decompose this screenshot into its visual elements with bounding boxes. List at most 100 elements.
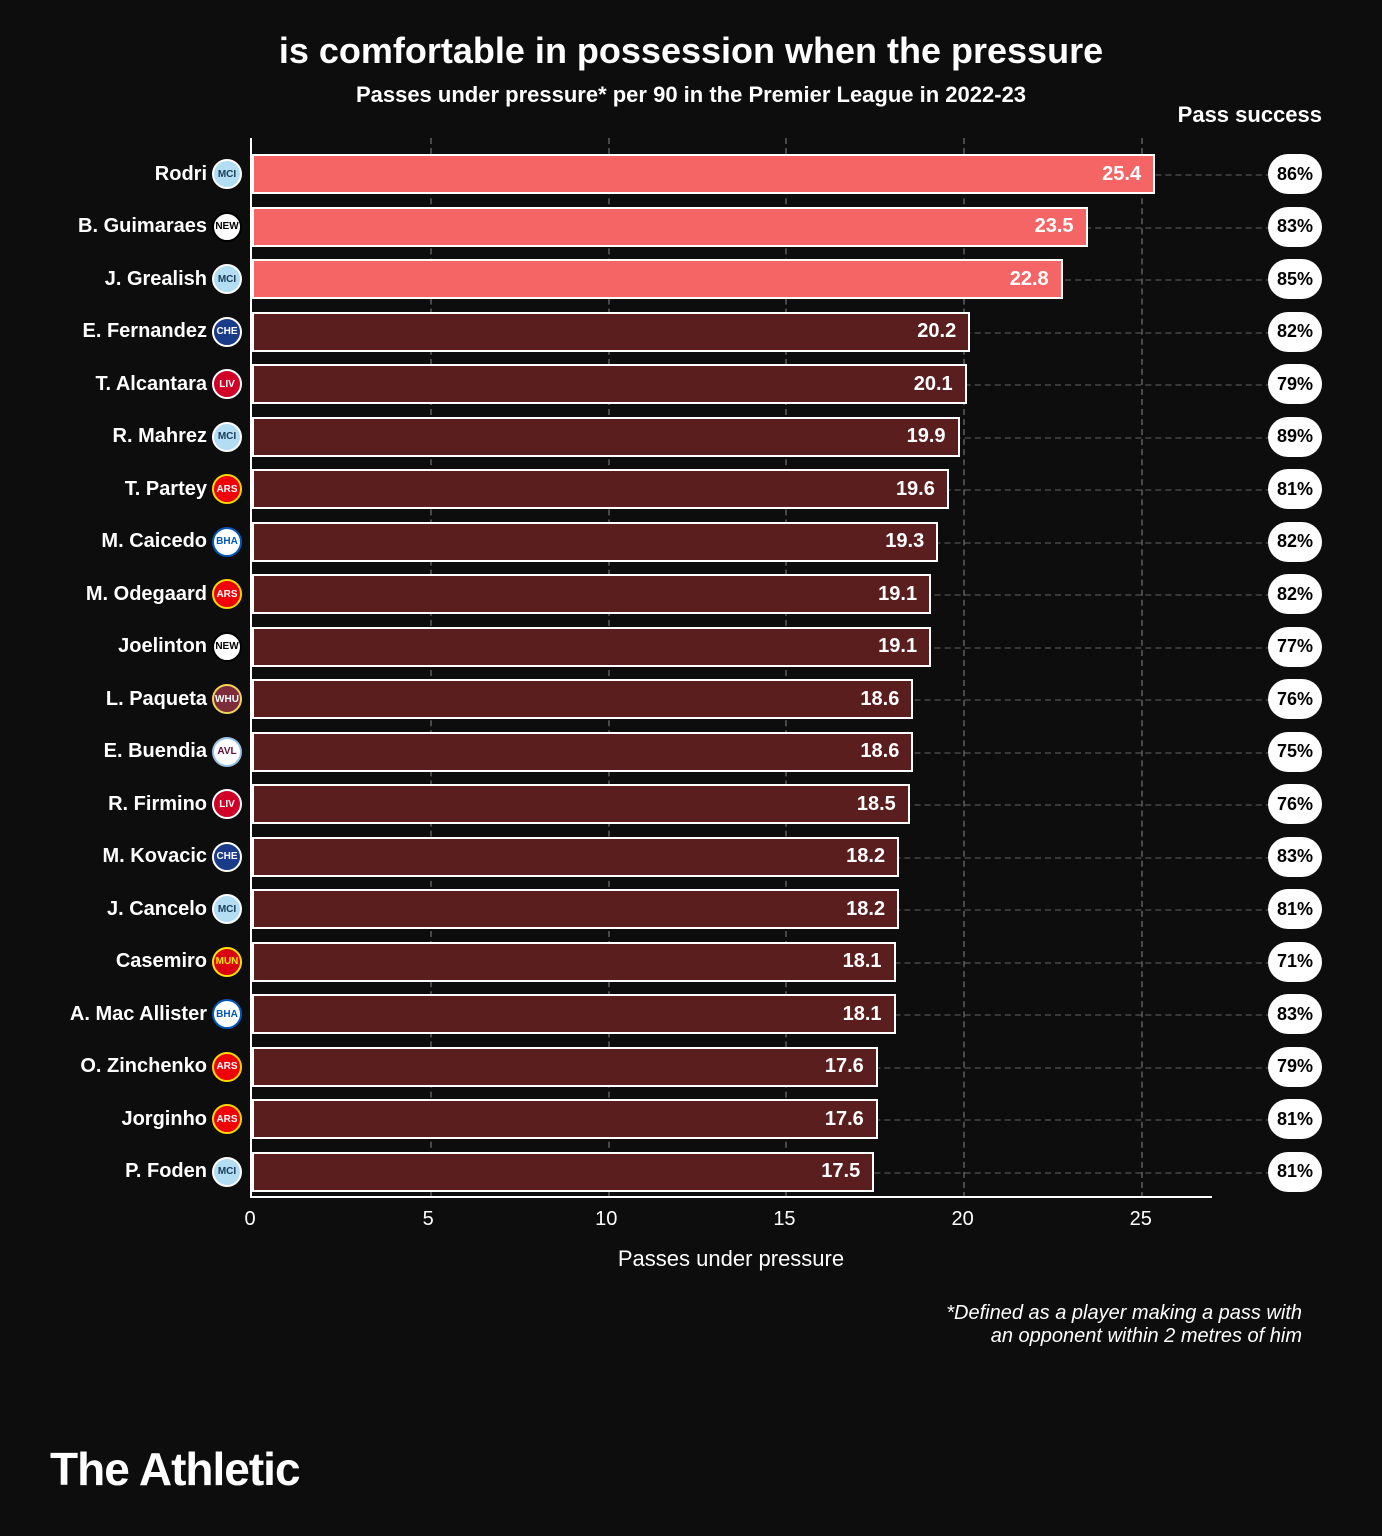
x-tick: 20 xyxy=(951,1208,973,1231)
player-name: Casemiro xyxy=(62,950,207,973)
player-row: M. OdegaardARS19.182% xyxy=(252,568,1212,621)
value-bar: 18.6 xyxy=(252,679,913,719)
player-row: P. FodenMCI17.581% xyxy=(252,1146,1212,1199)
player-name: O. Zinchenko xyxy=(62,1055,207,1078)
x-tick: 5 xyxy=(423,1208,434,1231)
pass-success-pill: 82% xyxy=(1268,574,1322,614)
value-bar: 19.1 xyxy=(252,627,931,667)
chart-area: Pass success RodriMCI25.486%B. Guimaraes… xyxy=(250,138,1212,1238)
value-bar: 19.1 xyxy=(252,574,931,614)
x-tick: 0 xyxy=(244,1208,255,1231)
player-name: M. Caicedo xyxy=(62,530,207,553)
player-name: Jorginho xyxy=(62,1108,207,1131)
team-badge-icon: ARS xyxy=(212,474,242,504)
pass-success-pill: 83% xyxy=(1268,837,1322,877)
value-bar: 25.4 xyxy=(252,154,1155,194)
player-name: T. Partey xyxy=(62,478,207,501)
team-badge-icon: ARS xyxy=(212,1104,242,1134)
pass-success-pill: 82% xyxy=(1268,312,1322,352)
player-row: CasemiroMUN18.171% xyxy=(252,936,1212,989)
player-name: J. Cancelo xyxy=(62,898,207,921)
value-bar: 18.2 xyxy=(252,837,899,877)
player-name: L. Paqueta xyxy=(62,688,207,711)
player-name: T. Alcantara xyxy=(62,373,207,396)
team-badge-icon: NEW xyxy=(212,212,242,242)
player-row: J. GrealishMCI22.885% xyxy=(252,253,1212,306)
player-row: R. MahrezMCI19.989% xyxy=(252,411,1212,464)
team-badge-icon: ARS xyxy=(212,1052,242,1082)
value-bar: 18.1 xyxy=(252,994,896,1034)
value-bar: 20.2 xyxy=(252,312,970,352)
player-row: T. AlcantaraLIV20.179% xyxy=(252,358,1212,411)
team-badge-icon: MCI xyxy=(212,422,242,452)
team-badge-icon: LIV xyxy=(212,369,242,399)
team-badge-icon: CHE xyxy=(212,842,242,872)
value-bar: 18.6 xyxy=(252,732,913,772)
pass-success-pill: 75% xyxy=(1268,732,1322,772)
player-name: B. Guimaraes xyxy=(62,215,207,238)
pass-success-pill: 81% xyxy=(1268,1099,1322,1139)
team-badge-icon: AVL xyxy=(212,737,242,767)
player-row: B. GuimaraesNEW23.583% xyxy=(252,201,1212,254)
player-name: A. Mac Allister xyxy=(62,1003,207,1026)
value-bar: 23.5 xyxy=(252,207,1088,247)
pass-success-pill: 81% xyxy=(1268,889,1322,929)
chart-subtitle: Passes under pressure* per 90 in the Pre… xyxy=(60,82,1322,108)
player-row: T. ParteyARS19.681% xyxy=(252,463,1212,516)
player-row: A. Mac AllisterBHA18.183% xyxy=(252,988,1212,1041)
player-name: R. Firmino xyxy=(62,793,207,816)
value-bar: 18.2 xyxy=(252,889,899,929)
player-row: O. ZinchenkoARS17.679% xyxy=(252,1041,1212,1094)
footnote-line-1: *Defined as a player making a pass with xyxy=(60,1302,1302,1325)
brand-logo: The Athletic xyxy=(50,1442,300,1496)
pass-success-pill: 85% xyxy=(1268,259,1322,299)
pass-success-pill: 76% xyxy=(1268,784,1322,824)
pass-success-pill: 86% xyxy=(1268,154,1322,194)
team-badge-icon: MCI xyxy=(212,264,242,294)
x-axis-ticks: 0510152025 xyxy=(250,1198,1212,1238)
value-bar: 19.6 xyxy=(252,469,949,509)
player-name: J. Grealish xyxy=(62,268,207,291)
pass-success-pill: 82% xyxy=(1268,522,1322,562)
value-bar: 22.8 xyxy=(252,259,1063,299)
pass-success-header: Pass success xyxy=(1178,102,1322,128)
pass-success-pill: 81% xyxy=(1268,1152,1322,1192)
pass-success-pill: 83% xyxy=(1268,207,1322,247)
player-row: JorginhoARS17.681% xyxy=(252,1093,1212,1146)
pass-success-pill: 83% xyxy=(1268,994,1322,1034)
plot-area: RodriMCI25.486%B. GuimaraesNEW23.583%J. … xyxy=(250,138,1212,1198)
player-row: JoelintonNEW19.177% xyxy=(252,621,1212,674)
player-name: M. Odegaard xyxy=(62,583,207,606)
team-badge-icon: LIV xyxy=(212,789,242,819)
chart-title: is comfortable in possession when the pr… xyxy=(60,30,1322,72)
pass-success-pill: 79% xyxy=(1268,1047,1322,1087)
player-row: RodriMCI25.486% xyxy=(252,148,1212,201)
gridline xyxy=(1141,138,1143,1198)
value-bar: 17.6 xyxy=(252,1099,878,1139)
player-row: M. CaicedoBHA19.382% xyxy=(252,516,1212,569)
player-name: E. Fernandez xyxy=(62,320,207,343)
pass-success-pill: 76% xyxy=(1268,679,1322,719)
value-bar: 17.5 xyxy=(252,1152,874,1192)
x-axis-label: Passes under pressure xyxy=(250,1246,1212,1272)
x-tick: 10 xyxy=(595,1208,617,1231)
team-badge-icon: MCI xyxy=(212,159,242,189)
footnote: *Defined as a player making a pass with … xyxy=(60,1302,1302,1348)
team-badge-icon: CHE xyxy=(212,317,242,347)
player-name: Joelinton xyxy=(62,635,207,658)
value-bar: 18.5 xyxy=(252,784,910,824)
x-tick: 15 xyxy=(773,1208,795,1231)
player-row: R. FirminoLIV18.576% xyxy=(252,778,1212,831)
player-name: E. Buendia xyxy=(62,740,207,763)
value-bar: 19.9 xyxy=(252,417,960,457)
team-badge-icon: WHU xyxy=(212,684,242,714)
player-row: E. BuendiaAVL18.675% xyxy=(252,726,1212,779)
value-bar: 19.3 xyxy=(252,522,938,562)
value-bar: 18.1 xyxy=(252,942,896,982)
player-name: R. Mahrez xyxy=(62,425,207,448)
x-tick: 25 xyxy=(1130,1208,1152,1231)
footnote-line-2: an opponent within 2 metres of him xyxy=(60,1325,1302,1348)
player-row: L. PaquetaWHU18.676% xyxy=(252,673,1212,726)
team-badge-icon: BHA xyxy=(212,999,242,1029)
pass-success-pill: 89% xyxy=(1268,417,1322,457)
